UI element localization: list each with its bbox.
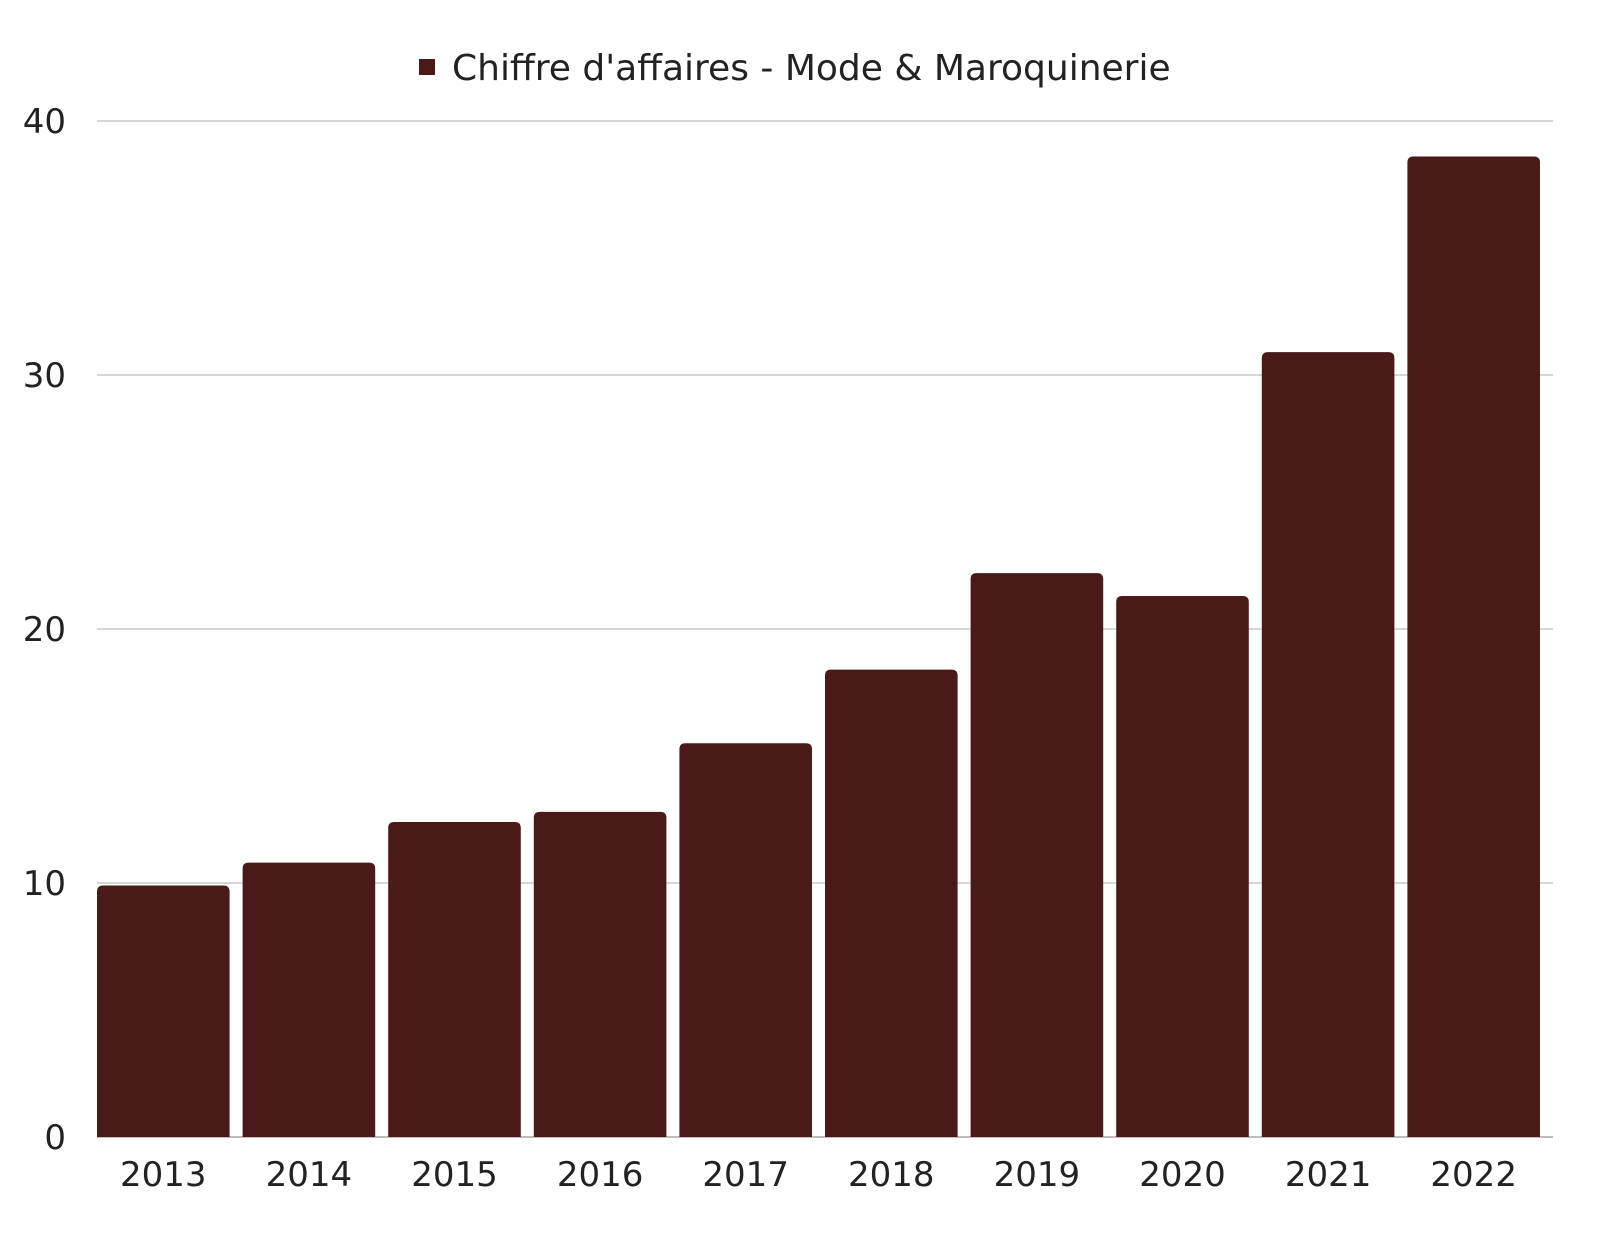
bars [97, 156, 1540, 1137]
bar-2016 [533, 811, 667, 1137]
bar-2018 [825, 669, 958, 1137]
x-tick-label: 2015 [411, 1155, 498, 1195]
y-tick-label: 0 [44, 1118, 66, 1158]
x-tick-label: 2019 [994, 1155, 1081, 1195]
x-tick-label: 2018 [848, 1155, 935, 1195]
bar-2020 [1116, 595, 1249, 1137]
bar-2017 [679, 743, 812, 1137]
bar-2014 [242, 862, 376, 1137]
x-tick-label: 2021 [1285, 1155, 1372, 1195]
bar-2019 [970, 573, 1104, 1137]
x-axis: 2013 2014 2015 2016 2017 2018 2019 2020 2021 2022 [120, 1155, 1517, 1195]
y-tick-label: 30 [23, 356, 66, 396]
legend: Chiffre d'affaires - Mode & Maroquinerie [419, 48, 1171, 89]
x-tick-label: 2013 [120, 1155, 207, 1195]
x-tick-label: 2020 [1139, 1155, 1226, 1195]
bar-2013 [97, 885, 230, 1137]
x-tick-label: 2022 [1430, 1155, 1517, 1195]
bar-2021 [1261, 352, 1395, 1137]
y-axis: 0 10 20 30 40 [23, 102, 66, 1158]
x-tick-label: 2017 [702, 1155, 789, 1195]
legend-swatch [419, 59, 435, 75]
x-tick-label: 2014 [266, 1155, 353, 1195]
bar-2022 [1407, 156, 1540, 1137]
bar-2015 [388, 822, 521, 1137]
x-tick-label: 2016 [557, 1155, 644, 1195]
y-tick-label: 40 [23, 102, 66, 142]
y-tick-label: 20 [23, 610, 66, 650]
legend-label: Chiffre d'affaires - Mode & Maroquinerie [452, 48, 1171, 89]
y-tick-label: 10 [23, 864, 66, 904]
